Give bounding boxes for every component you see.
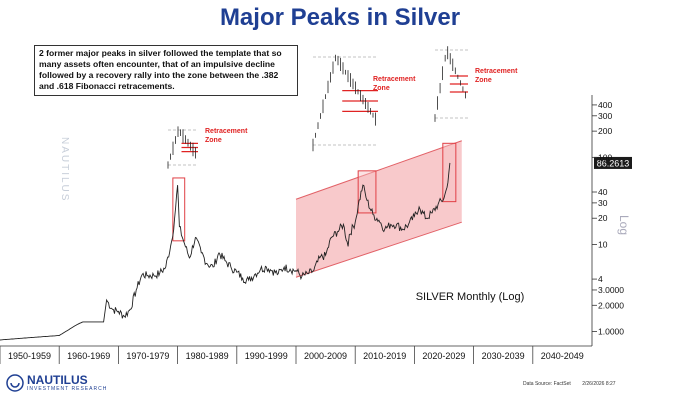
price-line (0, 162, 451, 341)
x-tick-label: 2020-2029 (422, 351, 465, 361)
nautilus-logo: NAUTILUS INVESTMENT RESEARCH (6, 374, 107, 392)
x-tick-label: 1970-1979 (126, 351, 169, 361)
y-tick-label: 20 (598, 213, 608, 223)
peak-insets: Retracement Zone Retracement Zone Retracemen… (167, 46, 518, 169)
x-tick-label: 1960-1969 (67, 351, 110, 361)
y-tick-label: 3.0000 (598, 285, 624, 295)
page-title: Major Peaks in Silver (219, 4, 461, 31)
y-tick-label: 100 (598, 152, 612, 162)
retracement-inset: Retracement Zone (167, 126, 248, 169)
peak-highlight-box (357, 170, 377, 214)
x-tick-label: 2040-2049 (541, 351, 584, 361)
channel-upper-line (295, 140, 462, 200)
retracement-inset: Retracement Zone (312, 54, 416, 152)
retracement-inset: Retracement Zone (434, 46, 518, 122)
data-source: Data Source: FactSet 2/26/2026 8:27 (523, 381, 616, 387)
nautilus-watermark: NAUTILUS (59, 137, 70, 203)
logo-subtext: INVESTMENT RESEARCH (27, 386, 108, 392)
y-tick-label: 2.0000 (598, 300, 624, 310)
annotation-note: 2 former major peaks in silver followed … (34, 45, 298, 96)
price-series (0, 162, 451, 341)
x-tick-label: 2000-2009 (304, 351, 347, 361)
y-tick-label: 300 (598, 111, 612, 121)
y-tick-label: 30 (598, 198, 608, 208)
channel-lower-line (295, 221, 462, 278)
y-tick-label: 40 (598, 187, 608, 197)
x-tick-label: 2030-2039 (482, 351, 525, 361)
peak-highlight-box (172, 177, 186, 242)
channel-area (296, 140, 462, 278)
retracement-label: Retracement Zone (205, 128, 248, 144)
y-tick-label: 4 (598, 274, 603, 284)
source-label: Data Source: FactSet (523, 381, 571, 387)
y-tick-label: 400 (598, 100, 612, 110)
x-tick-label: 1990-1999 (245, 351, 288, 361)
retracement-label: Retracement Zone (475, 68, 518, 84)
chart-title: SILVER Monthly (Log) (416, 291, 525, 303)
last-price-badge (594, 156, 632, 169)
x-tick-label: 1980-1989 (186, 351, 229, 361)
y-tick-label: 10 (598, 239, 608, 249)
retracement-label: Retracement Zone (373, 76, 416, 92)
source-date: 2/26/2026 8:27 (582, 381, 616, 387)
peak-highlight-box (442, 142, 457, 203)
nautilus-shell-icon (6, 374, 24, 392)
logo-text: NAUTILUS (27, 373, 88, 387)
y-tick-label: 200 (598, 126, 612, 136)
x-tick-label: 1950-1959 (8, 351, 51, 361)
chart-background (172, 140, 462, 278)
y-tick-label: 1.0000 (598, 327, 624, 337)
log-axis-label: Log (617, 215, 631, 235)
x-tick-label: 2010-2019 (363, 351, 406, 361)
last-price-label: 86.2613 (597, 158, 630, 168)
